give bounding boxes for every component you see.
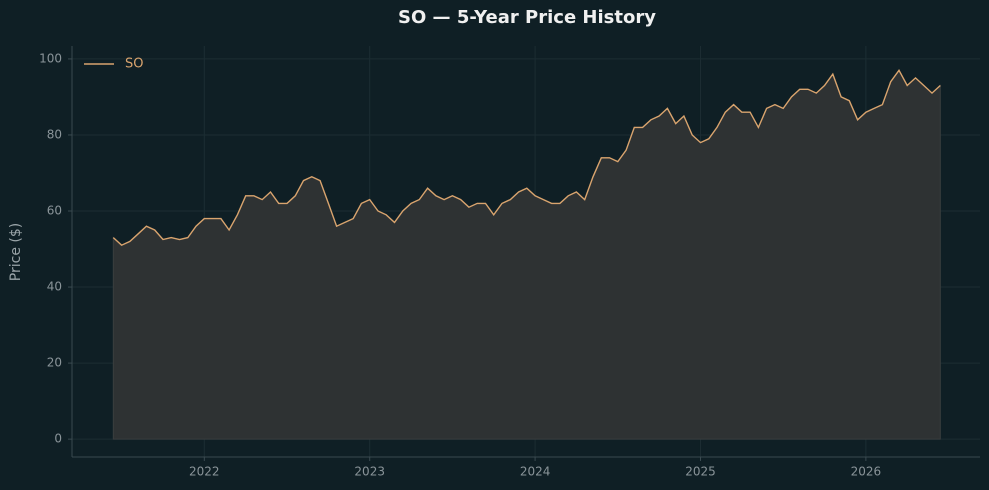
y-tick-label: 80 [47,127,62,141]
y-tick-label: 20 [47,356,62,370]
x-tick-label: 2022 [189,465,220,479]
x-tick-label: 2026 [851,465,882,479]
line [112,68,941,247]
y-tick-label: 60 [47,204,62,218]
x-tick-label: 2024 [520,465,551,479]
y-tick-label: 0 [54,432,62,446]
legend-label: SO [125,57,143,72]
y-tick-label: 100 [39,51,62,65]
x-tick-label: 2023 [354,465,385,479]
x-tick-label: 2025 [685,465,716,479]
y-axis-label: Price ($) [8,223,24,281]
chart-title: SO — 5-Year Price History [398,7,656,28]
y-tick-label: 40 [47,280,62,294]
